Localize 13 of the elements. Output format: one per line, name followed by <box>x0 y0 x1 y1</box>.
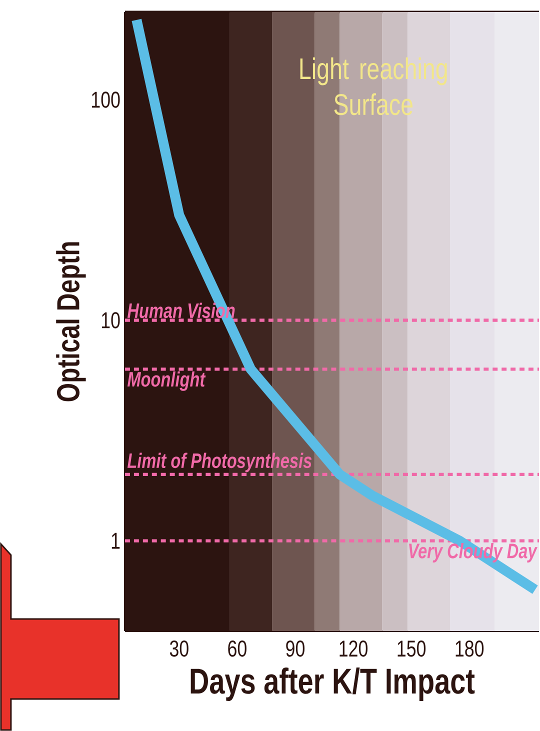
ref-line-label: Limit of Photosynthesis <box>127 452 312 472</box>
x-tick-label: 90 <box>286 640 304 657</box>
x-tick-label: 150 <box>398 640 426 657</box>
ref-line-label: Moonlight <box>127 371 206 391</box>
x-tick-label: 120 <box>340 640 368 657</box>
x-tick-label: 180 <box>456 640 484 657</box>
x-tick-label: 60 <box>228 640 246 657</box>
y-axis-title: Optical Depth <box>56 242 86 402</box>
y-tick-label: 1 <box>112 532 120 549</box>
y-tick-label: 100 <box>92 92 120 108</box>
y-tick-label: 10 <box>102 312 120 328</box>
x-axis-title: Days after K/T Impact <box>190 668 475 701</box>
x-tick-label: 30 <box>170 640 188 657</box>
